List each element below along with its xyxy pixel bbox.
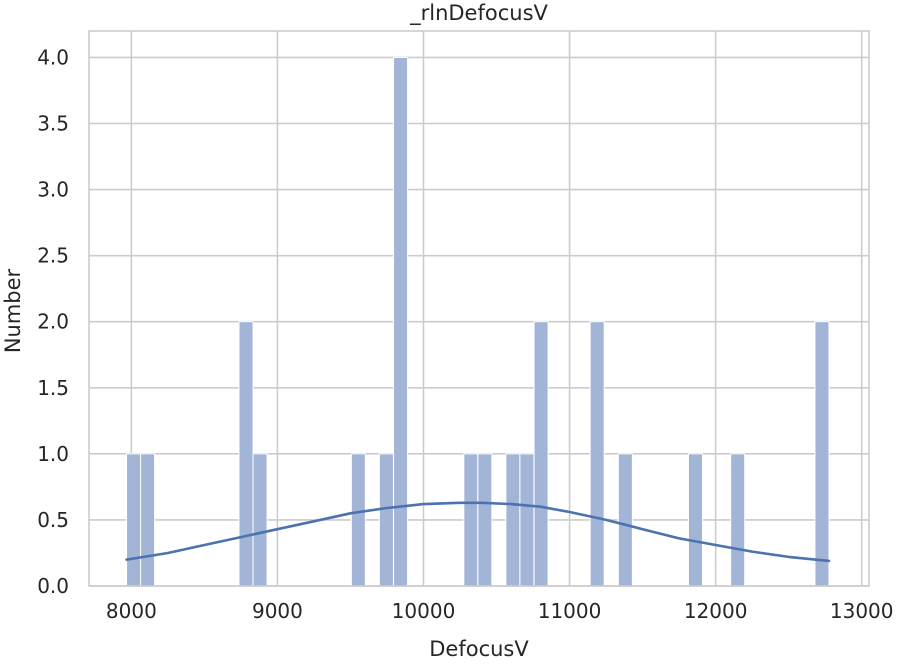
histogram-bar (252, 453, 268, 587)
histogram-bar (519, 453, 535, 587)
histogram-bar (238, 321, 254, 587)
x-tick-label: 8000 (106, 599, 157, 623)
y-tick-labels: 0.0 0.5 1.0 1.5 2.0 2.5 3.0 3.5 4.0 (37, 45, 69, 598)
y-tick-label: 3.5 (37, 112, 69, 136)
x-tick-label: 11000 (538, 599, 602, 623)
y-tick-label: 4.0 (37, 45, 69, 69)
grid-lines (89, 31, 869, 587)
x-tick-label: 13000 (830, 599, 894, 623)
x-tick-labels: 8000 9000 10000 11000 12000 13000 (106, 599, 894, 623)
histogram-bar (533, 321, 549, 587)
kde-curve (125, 501, 831, 563)
y-tick-label: 1.0 (37, 442, 69, 466)
x-tick-label: 9000 (252, 599, 303, 623)
kde-curve-layer (125, 501, 831, 563)
x-axis-label: DefocusV (429, 637, 529, 661)
histogram-bar (140, 453, 156, 587)
plot-frame (88, 30, 870, 587)
y-tick-label: 1.5 (37, 376, 69, 400)
histogram-bar (126, 453, 142, 587)
histogram-bar (589, 321, 605, 587)
y-tick-label: 3.0 (37, 178, 69, 202)
histogram-bar (617, 453, 633, 587)
y-tick-label: 2.0 (37, 310, 69, 334)
histogram-bar (463, 453, 479, 587)
histogram-bar (477, 453, 493, 587)
y-tick-label: 0.0 (37, 574, 69, 598)
x-tick-label: 10000 (392, 599, 456, 623)
y-axis-label: Number (1, 268, 25, 353)
y-tick-label: 2.5 (37, 244, 69, 268)
x-tick-label: 12000 (684, 599, 748, 623)
histogram-bars (126, 56, 830, 587)
chart-title: _rlnDefocusV (409, 1, 548, 26)
histogram-bar (730, 453, 746, 587)
histogram-bar (814, 321, 830, 587)
histogram-bar (505, 453, 521, 587)
histogram-bar (350, 453, 366, 587)
y-tick-label: 0.5 (37, 508, 69, 532)
histogram-bar (687, 453, 703, 587)
histogram-bar (378, 453, 394, 587)
